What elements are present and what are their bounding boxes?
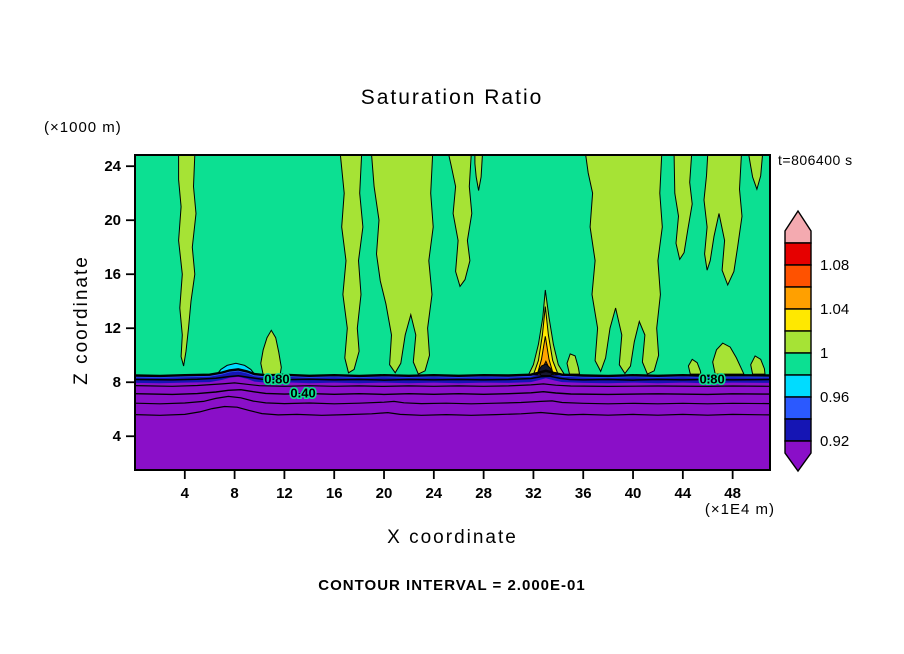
colorbar-segment <box>784 242 812 266</box>
contour-line <box>135 368 770 378</box>
contour-line <box>135 405 770 416</box>
colorbar-segment <box>784 286 812 310</box>
chartreuse-patch <box>585 155 663 375</box>
y-tick-label: 8 <box>113 374 121 391</box>
colorbar-segment <box>784 330 812 354</box>
colorbar-segment <box>784 352 812 376</box>
x-tick-label: 8 <box>230 485 238 502</box>
colorbar-segment <box>784 374 812 398</box>
timestamp-label: t=806400 s <box>778 152 853 168</box>
x-tick-label: 40 <box>625 485 642 502</box>
chartreuse-patch <box>566 353 581 375</box>
contour-line <box>135 382 770 388</box>
y-tick-label: 20 <box>104 212 121 229</box>
colorbar-label: 1 <box>820 345 828 362</box>
contour-line <box>135 375 770 381</box>
colorbar-segment <box>784 396 812 420</box>
x-tick-label: 44 <box>674 485 691 502</box>
y-tick-label: 16 <box>104 266 121 283</box>
x-tick-label: 4 <box>181 485 190 502</box>
subsaturated-layer <box>135 376 770 470</box>
colorbar-label: 0.96 <box>820 389 849 406</box>
chartreuse-patch <box>712 342 745 375</box>
x-axis-label: X coordinate <box>387 527 518 548</box>
x-tick-label: 28 <box>475 485 492 502</box>
chartreuse-patch <box>687 358 702 375</box>
x-axis-unit-label: (×1E4 m) <box>704 501 775 518</box>
contour-line <box>135 388 770 396</box>
x-tick-label: 32 <box>525 485 542 502</box>
colorbar: 1.08 1.04 1 0.96 0.92 <box>784 209 849 473</box>
x-tick-label: 16 <box>326 485 343 502</box>
contour-line <box>135 395 770 405</box>
x-tick-label: 24 <box>425 485 442 502</box>
chartreuse-patch <box>178 155 197 367</box>
colorbar-arrow-top <box>784 209 812 244</box>
chartreuse-patch <box>474 155 483 191</box>
colorbar-segment <box>784 264 812 288</box>
chartreuse-patch <box>703 155 743 287</box>
x-tick-label: 20 <box>376 485 393 502</box>
y-axis-label: Z coordinate <box>71 255 92 385</box>
contour-line-label: 0.40 <box>290 386 315 401</box>
colorbar-segment <box>784 308 812 332</box>
chartreuse-patch <box>448 155 473 288</box>
colorbar-label: 0.92 <box>820 433 849 450</box>
x-tick-label: 12 <box>276 485 293 502</box>
chartreuse-patch <box>750 355 766 375</box>
colorbar-segment <box>784 418 812 442</box>
colorbar-arrow-bottom <box>784 440 812 473</box>
chartreuse-patch <box>260 329 282 376</box>
chartreuse-patch <box>371 155 434 375</box>
plot-frame <box>134 154 771 471</box>
contour-line-label: 0.80 <box>699 372 724 387</box>
colorbar-label: 1.04 <box>820 301 849 318</box>
y-axis-unit-label: (×1000 m) <box>44 119 122 136</box>
contour-line-label: 0.80 <box>264 372 289 387</box>
y-tick-label: 24 <box>104 158 121 175</box>
y-tick-label: 4 <box>113 428 122 445</box>
contour-field <box>135 155 770 470</box>
x-tick-label: 48 <box>724 485 741 502</box>
contour-interval-note: CONTOUR INTERVAL = 2.000E-01 <box>318 577 586 594</box>
chartreuse-patch <box>748 155 764 191</box>
chartreuse-patch <box>339 155 364 374</box>
x-tick-label: 36 <box>575 485 592 502</box>
y-tick-label: 12 <box>104 320 121 337</box>
chart-title: Saturation Ratio <box>360 86 544 109</box>
chartreuse-patch <box>673 155 693 261</box>
colorbar-label: 1.08 <box>820 257 849 274</box>
